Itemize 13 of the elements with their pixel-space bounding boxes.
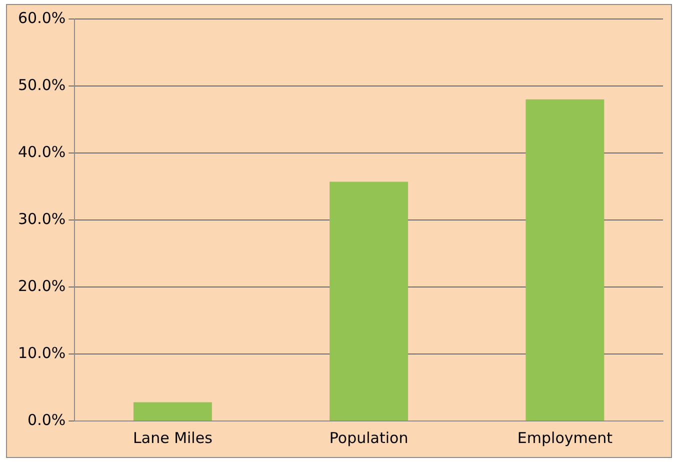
x-tick-label: Lane Miles — [133, 428, 213, 447]
y-tick-label: 20.0% — [18, 276, 66, 295]
y-tick-label: 10.0% — [18, 344, 66, 362]
y-tick-label: 30.0% — [18, 210, 66, 228]
y-tick-label: 50.0% — [18, 76, 66, 94]
y-tick-label: 60.0% — [18, 8, 66, 27]
x-tick-label: Population — [329, 428, 408, 447]
bar — [330, 182, 408, 420]
bar — [526, 99, 604, 420]
y-tick-label: 0.0% — [28, 410, 66, 429]
x-tick-label: Employment — [517, 428, 613, 447]
bar — [133, 402, 212, 420]
y-tick-label: 40.0% — [18, 142, 66, 161]
